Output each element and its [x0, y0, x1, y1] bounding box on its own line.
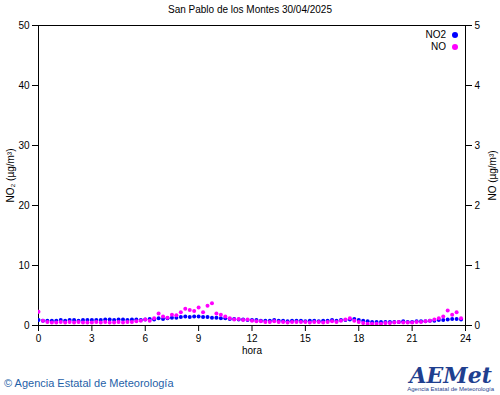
html-text:NO: NO — [431, 41, 446, 52]
html-text:NO2: NO2 — [425, 29, 446, 40]
html-text:AEMet: AEMet — [409, 362, 492, 388]
svg-text:hora: hora — [242, 345, 262, 356]
svg-text:12: 12 — [246, 333, 258, 344]
svg-text:50: 50 — [18, 20, 30, 31]
svg-text:20: 20 — [18, 200, 30, 211]
svg-text:24: 24 — [460, 333, 472, 344]
svg-text:21: 21 — [407, 333, 419, 344]
svg-text:15: 15 — [300, 333, 312, 344]
html-text:San Pablo de los Montes 30/04/: San Pablo de los Montes 30/04/2025 — [168, 4, 332, 15]
svg-text:40: 40 — [18, 80, 30, 91]
svg-text:30: 30 — [18, 140, 30, 151]
svg-text:0: 0 — [24, 320, 30, 331]
svg-text:6: 6 — [142, 333, 148, 344]
svg-text:9: 9 — [196, 333, 202, 344]
svg-text:3: 3 — [475, 140, 481, 151]
svg-text:2: 2 — [475, 200, 481, 211]
html-text:Agencia Estatal de Meteorologí: Agencia Estatal de Meteorología — [407, 386, 494, 392]
svg-text:5: 5 — [475, 20, 481, 31]
svg-text:0: 0 — [36, 333, 42, 344]
svg-text:18: 18 — [353, 333, 365, 344]
svg-text:4: 4 — [475, 80, 481, 91]
svg-text:0: 0 — [475, 320, 481, 331]
svg-text:10: 10 — [18, 260, 30, 271]
svg-text:NO₂ (µg/m³): NO₂ (µg/m³) — [5, 148, 16, 202]
svg-text:1: 1 — [475, 260, 481, 271]
svg-text:3: 3 — [89, 333, 95, 344]
svg-text:NO (µg/m³): NO (µg/m³) — [487, 150, 498, 200]
html-text:© Agencia Estatal de Meteorolo: © Agencia Estatal de Meteorología — [4, 377, 174, 389]
